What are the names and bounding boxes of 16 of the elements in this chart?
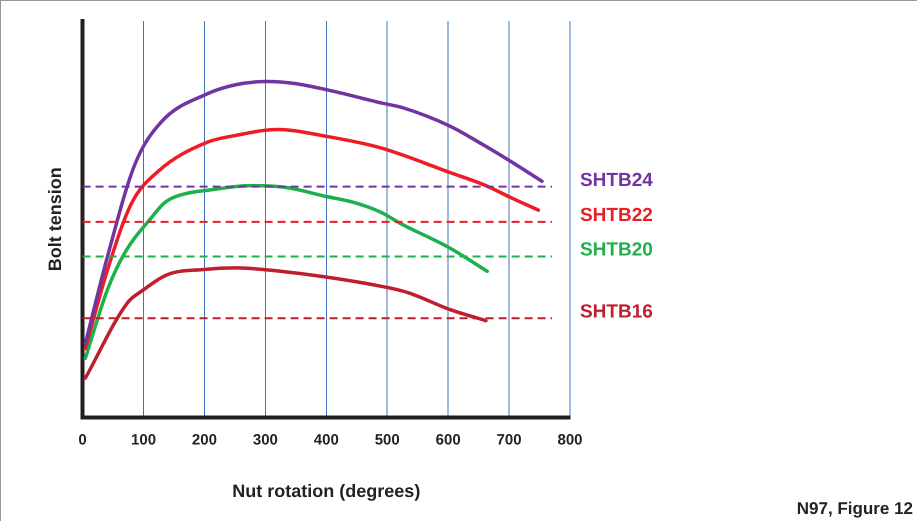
x-tick-label: 100 (131, 432, 156, 449)
x-tick-label: 300 (252, 432, 278, 449)
x-tick-label: 200 (192, 432, 217, 449)
x-tick-label: 400 (314, 432, 339, 449)
ref-line-label: SHTB20 (580, 240, 653, 261)
x-axis-title: Nut rotation (degrees) (232, 481, 420, 502)
x-tick-label: 700 (496, 432, 522, 449)
ref-line-label: SHTB22 (580, 205, 653, 226)
x-tick-label: 0 (78, 432, 87, 449)
ref-line-label: SHTB16 (580, 302, 653, 323)
x-tick-label: 600 (436, 432, 461, 449)
x-tick-label: 800 (557, 432, 583, 449)
y-axis-title: Bolt tension (44, 167, 65, 272)
x-tick-label: 500 (374, 432, 400, 449)
text: N97, Figure 12 (796, 499, 913, 519)
ref-line-label: SHTB24 (580, 170, 654, 191)
